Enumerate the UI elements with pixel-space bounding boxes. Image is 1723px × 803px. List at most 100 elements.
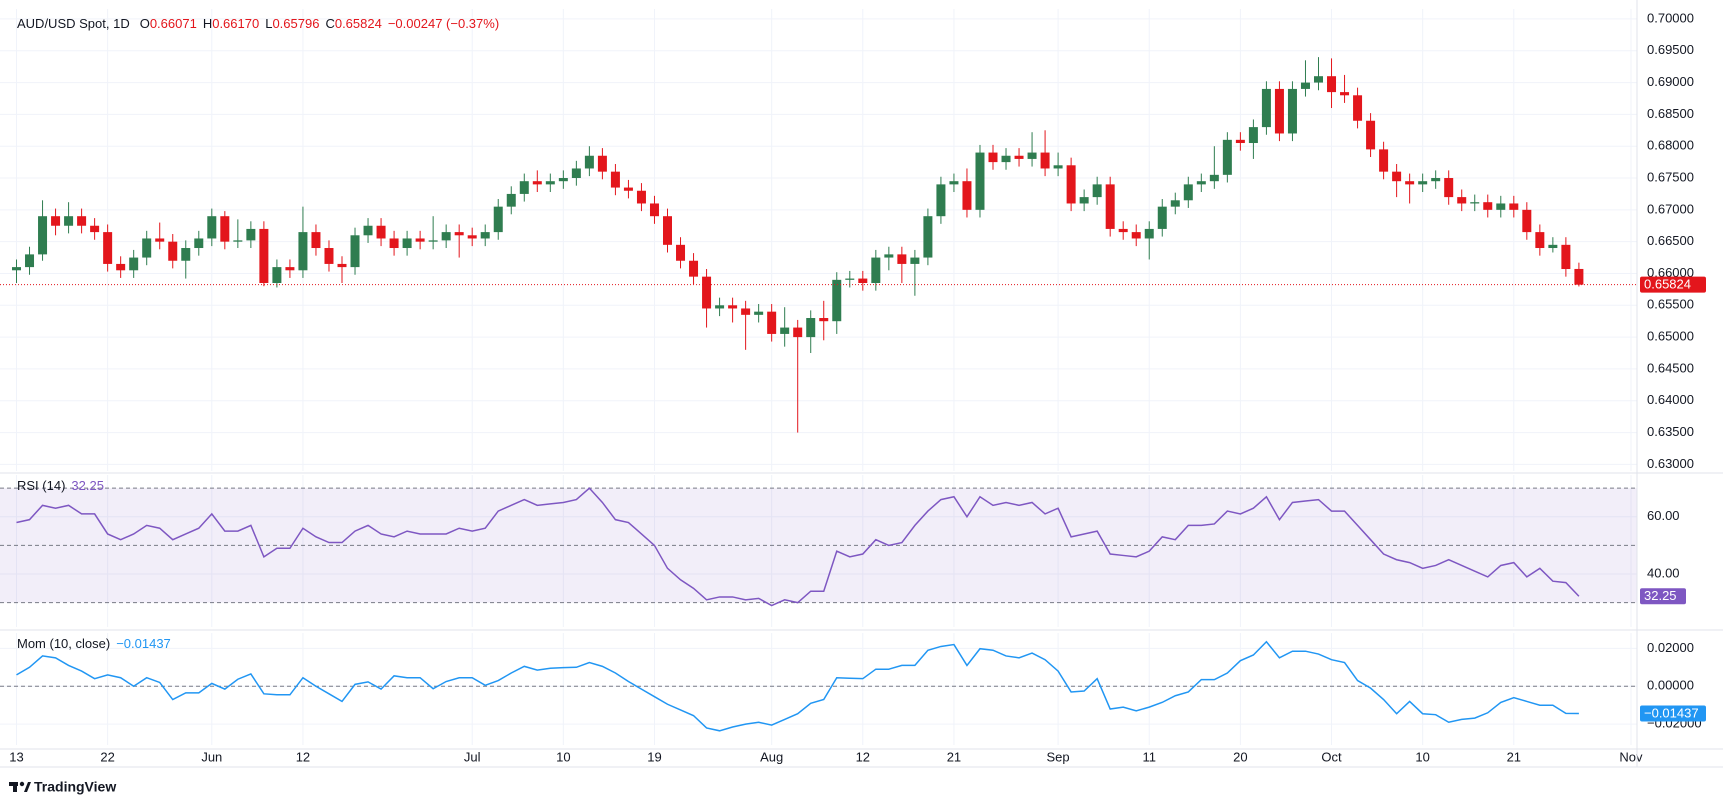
candle-body bbox=[467, 235, 477, 239]
candle-body bbox=[1222, 139, 1232, 175]
candle-body bbox=[975, 152, 985, 210]
candle-body bbox=[1027, 152, 1037, 159]
candle-body bbox=[324, 248, 334, 264]
candle-body bbox=[1196, 181, 1206, 185]
legend-key: O bbox=[140, 16, 150, 31]
candle-body bbox=[636, 190, 646, 204]
y-tick-label: 0.69500 bbox=[1647, 42, 1694, 57]
chart-title: AUD/USD Spot, 1D bbox=[17, 16, 130, 31]
x-tick-label: 20 bbox=[1233, 749, 1247, 764]
candle-body bbox=[988, 152, 998, 163]
candle-body bbox=[480, 232, 490, 239]
y-tick-label: 60.00 bbox=[1647, 508, 1680, 523]
x-tick-label: Jul bbox=[464, 749, 481, 764]
candle-body bbox=[1548, 244, 1558, 249]
x-tick-label: Jun bbox=[201, 749, 222, 764]
candle-body bbox=[1574, 268, 1584, 285]
candle-body bbox=[1405, 181, 1415, 185]
legend-value: 0.65796 bbox=[272, 16, 319, 31]
candle-body bbox=[1053, 165, 1063, 169]
change-label: −0.00247 (−0.37%) bbox=[388, 16, 499, 31]
candle-body bbox=[103, 232, 113, 264]
y-tick-label: 0.69000 bbox=[1647, 74, 1694, 89]
x-tick-label: Sep bbox=[1047, 749, 1070, 764]
candle-body bbox=[962, 181, 972, 210]
logo-part bbox=[24, 782, 31, 792]
candle-body bbox=[1340, 92, 1350, 96]
y-tick-label: 0.00000 bbox=[1647, 678, 1694, 693]
indicator-legend: RSI (14) 32.25 bbox=[17, 478, 104, 493]
chart-legend: AUD/USD Spot, 1D O0.66071 H0.66170 L0.65796… bbox=[17, 16, 499, 31]
legend-key: C bbox=[325, 16, 334, 31]
candle-body bbox=[1105, 184, 1115, 229]
candle-body bbox=[858, 278, 868, 284]
x-tick-label: 12 bbox=[856, 749, 870, 764]
x-tick-label: Aug bbox=[760, 749, 783, 764]
candle-body bbox=[1392, 171, 1402, 182]
candle-body bbox=[51, 216, 61, 226]
candle-body bbox=[1144, 228, 1154, 239]
candle-body bbox=[415, 238, 425, 242]
candle-body bbox=[558, 178, 568, 182]
y-tick-label: 0.67000 bbox=[1647, 201, 1694, 216]
indicator-line bbox=[16, 487, 1580, 607]
label-layer: 13 22 Jun 12 Jul 10 19 Aug 12 21 Sep 11 20 Oct 10 21 Nov… bbox=[9, 10, 1706, 764]
candle-body bbox=[793, 327, 803, 338]
candle-body bbox=[754, 311, 764, 315]
candle-body bbox=[64, 216, 74, 226]
y-tick-label: 0.02000 bbox=[1647, 640, 1694, 655]
candle-body bbox=[1157, 206, 1167, 229]
candle-body bbox=[363, 225, 373, 236]
candle-body bbox=[545, 181, 555, 185]
brand-logo bbox=[9, 781, 31, 792]
candle-body bbox=[246, 228, 256, 241]
candle-body bbox=[441, 232, 451, 241]
candle-body bbox=[649, 203, 659, 217]
candle-body bbox=[90, 225, 100, 233]
candle-body bbox=[767, 311, 777, 334]
brand: TradingView bbox=[34, 779, 116, 795]
value-badge bbox=[1640, 705, 1706, 722]
candle-body bbox=[884, 254, 894, 258]
value-badge-label: 0.65824 bbox=[1644, 277, 1691, 292]
candle-body bbox=[12, 267, 21, 271]
y-tick-label: 40.00 bbox=[1647, 565, 1680, 580]
candle-body bbox=[1509, 203, 1519, 210]
candle-body bbox=[311, 232, 321, 249]
candle-body bbox=[676, 244, 686, 261]
candle-body bbox=[819, 318, 829, 322]
candle-body bbox=[1001, 155, 1011, 163]
candle-body bbox=[181, 248, 191, 261]
candle-body bbox=[454, 232, 464, 236]
candle-body bbox=[910, 257, 920, 264]
legend-key: L bbox=[265, 16, 272, 31]
candle-body bbox=[1444, 178, 1454, 198]
candle-body bbox=[77, 216, 87, 226]
grid-layer bbox=[0, 9, 1723, 745]
candle-body bbox=[663, 216, 672, 245]
candle-body bbox=[532, 181, 542, 185]
candle-body bbox=[129, 257, 139, 271]
candle-body bbox=[780, 327, 790, 334]
x-tick-label: 22 bbox=[100, 749, 114, 764]
candle-body bbox=[923, 216, 933, 258]
x-tick-label: 12 bbox=[296, 749, 310, 764]
x-tick-label: 19 bbox=[647, 749, 661, 764]
candle-body bbox=[1274, 88, 1284, 134]
candle-body bbox=[285, 267, 295, 271]
candle-body bbox=[1040, 152, 1050, 169]
candle-body bbox=[1561, 244, 1571, 270]
candle-body bbox=[845, 278, 855, 280]
legend-value: 0.66071 bbox=[150, 16, 197, 31]
candle-body bbox=[38, 216, 48, 255]
candle-body bbox=[1235, 139, 1245, 144]
y-tick-label: 0.63500 bbox=[1647, 424, 1694, 439]
candle-body bbox=[207, 216, 217, 239]
y-tick-label: 0.68500 bbox=[1647, 106, 1694, 121]
indicator-line bbox=[16, 640, 1579, 732]
candle-body bbox=[1014, 155, 1024, 159]
candle-body bbox=[155, 238, 165, 242]
candle-body bbox=[376, 225, 386, 239]
